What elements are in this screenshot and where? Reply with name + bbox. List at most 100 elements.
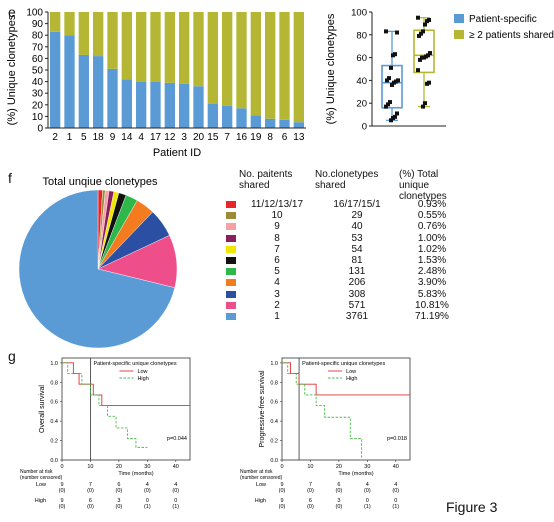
table-row: 5 131 2.48% (226, 266, 465, 277)
table-row: 9 40 0.76% (226, 221, 465, 232)
cell-count: 29 (351, 210, 363, 222)
table-row: 4 206 3.90% (226, 277, 465, 288)
legend-label: High (346, 376, 357, 382)
risk-row-label: Low (256, 482, 266, 488)
bar-shared-14 (121, 12, 132, 80)
bar-patient-specific-9 (107, 68, 118, 128)
risk-censored: (0) (59, 488, 66, 494)
y-tick-label: 90 (32, 19, 44, 30)
data-point (423, 101, 427, 106)
risk-censored: (0) (87, 504, 94, 510)
cell-count: 54 (351, 243, 363, 255)
table-row: 2 571 10.81% (226, 300, 465, 311)
plot-frame (281, 357, 411, 461)
legend-label: High (137, 376, 148, 382)
stacked-bar-chart: 2 1 5 18 9 14 4 17 12 3 20 15 7 16 19 8 6 130102030405060… (6, 8, 306, 159)
x-tick-label: 5 (81, 132, 87, 143)
data-point (421, 29, 425, 34)
clonetype-table: No. paitents shared No.clonetypes shared… (226, 169, 465, 322)
cell-count: 571 (348, 299, 366, 311)
cell-shared: 6 (274, 255, 280, 267)
color-swatch (226, 234, 236, 242)
y-tick-label: 0.4 (50, 419, 58, 425)
x-tick-label: 10 (87, 464, 93, 470)
data-point (391, 53, 395, 58)
y-tick-label: 1.0 (270, 361, 278, 367)
bar-shared-1 (64, 12, 75, 36)
risk-censored: (0) (336, 504, 343, 510)
table-row: 10 29 0.55% (226, 210, 465, 221)
cell-count: 81 (351, 255, 363, 267)
risk-header: Number at risk (20, 469, 53, 475)
color-swatch (226, 301, 236, 309)
y-tick-label: 50 (32, 66, 44, 77)
x-tick-label: 40 (393, 464, 399, 470)
data-point (389, 118, 393, 123)
km-curve-high (62, 362, 148, 448)
y-tick-label: 0.0 (270, 458, 278, 464)
y-axis-label: (%) Unique clonetypes (325, 13, 337, 124)
data-point (428, 51, 432, 56)
risk-header-sub: (number censored) (20, 475, 63, 481)
data-point (395, 30, 399, 35)
table-row: 8 53 1.00% (226, 233, 465, 244)
color-swatch (226, 223, 236, 231)
table-header-pct: (%) Total unique clonetypes (399, 169, 447, 202)
bar-patient-specific-14 (121, 79, 132, 128)
p-value: p=0.018 (387, 436, 407, 442)
table-row: 7 54 1.02% (226, 244, 465, 255)
risk-count: 0 (174, 498, 177, 504)
data-point (395, 111, 399, 116)
risk-count: 7 (89, 482, 92, 488)
cell-shared: 2 (274, 299, 280, 311)
risk-count: 0 (366, 498, 369, 504)
color-swatch (226, 290, 236, 298)
bar-shared-15 (207, 12, 218, 104)
y-tick-label: 0.4 (270, 419, 278, 425)
risk-count: 4 (146, 482, 149, 488)
cell-count: 131 (348, 266, 366, 278)
data-point (390, 82, 394, 87)
risk-censored: (1) (392, 504, 399, 510)
cell-pct: 1.00% (417, 232, 447, 244)
y-axis-label: Progressive-free survival (259, 370, 266, 447)
data-point (392, 80, 396, 85)
cell-pct: 1.53% (417, 255, 447, 267)
bar-patient-specific-19 (250, 115, 261, 128)
risk-censored: (0) (364, 488, 371, 494)
risk-censored: (0) (307, 488, 314, 494)
risk-count: 9 (280, 482, 283, 488)
risk-header-sub: (number censored) (240, 475, 283, 481)
bar-patient-specific-8 (265, 118, 276, 128)
data-point (417, 33, 421, 38)
cell-shared: 3 (274, 288, 280, 300)
data-point (421, 104, 425, 109)
pie-title: Total unqiue clonetypes (43, 176, 158, 188)
x-tick-label: 13 (293, 132, 305, 143)
x-axis-label: Time (months) (118, 471, 153, 477)
cell-shared: 9 (274, 221, 280, 233)
data-point (416, 68, 420, 73)
km-plot-progression-free-survival: 0.0 0.2 0.4 0.6 0.8 1.0 Progressive-free survi… (240, 357, 411, 510)
y-tick-label: 0.8 (50, 380, 58, 386)
x-tick-label: 8 (267, 132, 273, 143)
risk-count: 3 (337, 498, 340, 504)
risk-count: 9 (60, 482, 63, 488)
legend-label: Low (346, 369, 356, 375)
x-tick-label: 10 (307, 464, 313, 470)
km-plot-overall-survival: 0.0 0.2 0.4 0.6 0.8 1.0 Overall survival 0 10 20 3… (20, 357, 191, 510)
y-tick-label: 40 (356, 76, 367, 87)
bar-patient-specific-12 (164, 82, 175, 128)
pie-slice-1 (18, 189, 175, 348)
risk-row-label: High (35, 498, 46, 504)
color-swatch (226, 245, 236, 253)
cell-count: 308 (348, 288, 366, 300)
y-tick-label: 30 (32, 89, 44, 100)
risk-count: 9 (60, 498, 63, 504)
risk-censored: (1) (144, 504, 151, 510)
legend-label: Low (137, 369, 147, 375)
risk-row-label: Low (36, 482, 46, 488)
data-point (386, 102, 390, 107)
y-tick-label: 0.2 (270, 439, 278, 445)
data-point (391, 116, 395, 121)
